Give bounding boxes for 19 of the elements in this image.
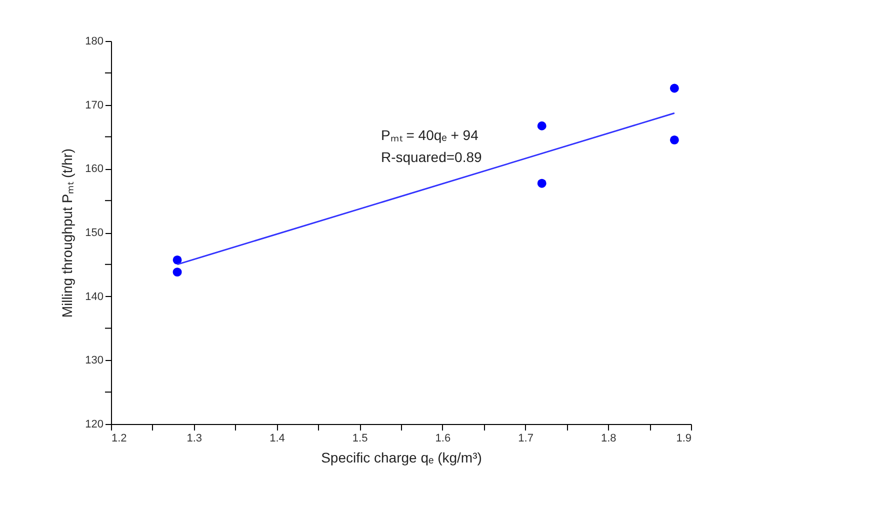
x-tick-label: 1.9 [676, 432, 692, 444]
x-tick-label: 1.8 [600, 432, 616, 444]
x-tick-label: 1.2 [112, 432, 127, 444]
x-tick-label: 1.6 [435, 432, 451, 444]
y-tick-label: 160 [85, 163, 104, 176]
x-tick-label: 1.7 [518, 432, 534, 444]
x-axis-title: Specific charge qₑ (kg/m³) [321, 450, 482, 466]
annotation: R-squared=0.89 [381, 149, 482, 165]
y-axis-title: Milling throughput Pₘₜ (t/hr) [59, 148, 76, 318]
y-tick-label: 130 [85, 354, 104, 367]
annotation: Pₘₜ = 40qₑ + 94 [381, 127, 479, 143]
y-tick-label: 140 [85, 290, 104, 303]
y-tick-label: 150 [85, 227, 104, 239]
y-tick-label: 180 [85, 36, 104, 48]
x-tick-label: 1.3 [186, 432, 202, 444]
x-tick-label: 1.4 [270, 432, 285, 444]
y-tick-label: 120 [85, 418, 104, 430]
x-tick-label: 1.5 [352, 432, 368, 444]
y-tick-label: 170 [85, 99, 104, 112]
